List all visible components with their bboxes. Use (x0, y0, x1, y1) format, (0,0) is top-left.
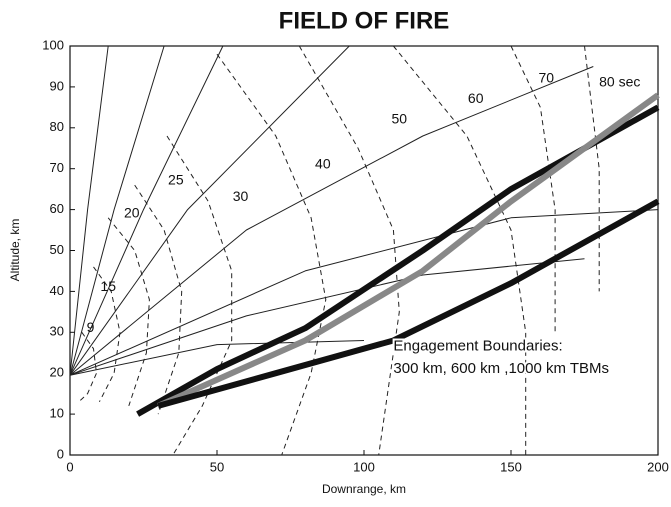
trajectory (69, 66, 594, 376)
y-tick-label: 0 (57, 446, 64, 461)
engagement-boundary (157, 198, 660, 409)
annotation: 30 (233, 188, 249, 204)
engagement-boundary (136, 104, 660, 417)
time-contour (134, 184, 183, 415)
trajectory (69, 45, 109, 376)
y-tick-label: 30 (50, 324, 64, 339)
annotation: 25 (168, 172, 184, 188)
annotation: 60 (468, 90, 484, 106)
annotation: 40 (315, 155, 331, 171)
y-axis-label: Altitude, km (8, 219, 22, 282)
trajectory (69, 340, 365, 376)
time-contour (93, 266, 121, 403)
annotation: 80 sec (599, 74, 640, 90)
trajectory (69, 45, 350, 376)
time-contour (298, 45, 400, 456)
annotation: 300 km, 600 km ,1000 km TBMs (393, 360, 609, 377)
y-tick-label: 80 (50, 119, 64, 134)
time-contour (78, 332, 97, 403)
time-contour (584, 45, 600, 292)
annotation: 50 (391, 110, 407, 126)
y-tick-label: 50 (50, 242, 64, 257)
y-tick-label: 100 (42, 37, 64, 52)
trajectory (69, 258, 585, 376)
annotation: 20 (124, 204, 140, 220)
y-tick-label: 90 (50, 78, 64, 93)
x-axis-label: Downrange, km (322, 482, 406, 496)
annotation: 70 (538, 69, 554, 85)
time-contour (393, 45, 527, 455)
time-contour (216, 53, 327, 456)
y-tick-label: 60 (50, 201, 64, 216)
y-tick-label: 70 (50, 160, 64, 175)
trajectory (69, 45, 165, 376)
chart-title: FIELD OF FIRE (279, 7, 450, 34)
annotation: 9 (87, 319, 95, 335)
x-tick-label: 50 (210, 459, 224, 474)
time-contour (510, 45, 556, 333)
time-contour (107, 217, 150, 407)
annotation: Engagement Boundaries: (393, 338, 562, 355)
engagement-boundary (156, 92, 660, 409)
trajectory (69, 45, 224, 376)
x-tick-label: 200 (647, 459, 669, 474)
x-tick-label: 0 (66, 459, 73, 474)
x-tick-label: 100 (353, 459, 375, 474)
annotation: 15 (100, 278, 116, 294)
y-tick-label: 20 (50, 365, 64, 380)
y-tick-label: 10 (50, 406, 64, 421)
y-tick-label: 40 (50, 283, 64, 298)
trajectory (69, 209, 659, 376)
time-contour (166, 135, 233, 456)
x-tick-label: 150 (500, 459, 522, 474)
